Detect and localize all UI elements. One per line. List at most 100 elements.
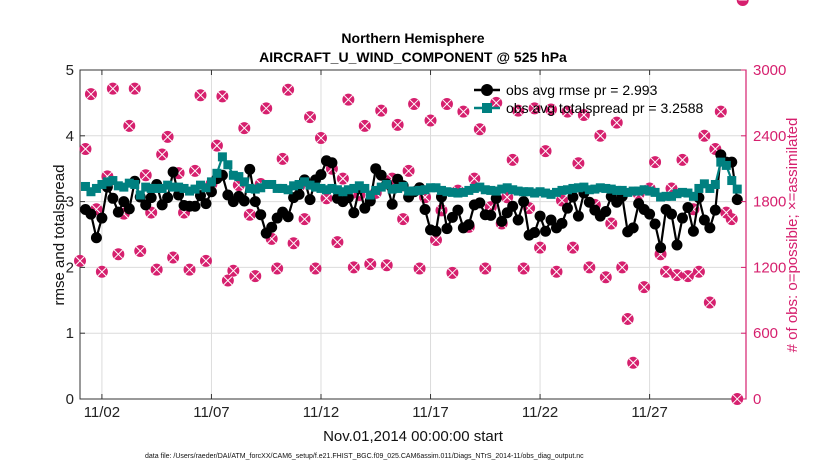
spread-point: [382, 179, 392, 189]
spread-point: [661, 191, 671, 201]
rmse-point: [238, 195, 250, 207]
spread-point: [541, 188, 551, 198]
obs-count-point: [473, 123, 486, 136]
obs-count-point: [199, 254, 212, 267]
rmse-point: [293, 188, 305, 200]
spread-point: [163, 180, 173, 190]
rmse-point: [704, 222, 716, 234]
obs-count-point: [676, 153, 689, 166]
obs-count-point: [660, 265, 673, 278]
spread-point: [606, 184, 616, 194]
y-tick-label: 3: [66, 194, 74, 211]
obs-count-point: [545, 103, 558, 116]
spread-point: [436, 185, 446, 195]
y2-tick-label: 600: [753, 325, 778, 342]
obs-count-point: [375, 104, 388, 117]
legend-label: obs avg totalspread pr = 3.2588: [506, 100, 704, 116]
spread-point: [688, 191, 698, 201]
rmse-point: [441, 223, 453, 235]
spread-point: [80, 181, 90, 191]
rmse-point: [644, 208, 656, 220]
spread-point: [316, 183, 326, 193]
obs-count-point: [539, 145, 552, 158]
obs-count-point: [145, 206, 158, 219]
spread-point: [376, 182, 386, 192]
obs-count-point: [512, 104, 525, 117]
x-tick-label: 11/12: [303, 404, 339, 421]
spread-point: [502, 183, 512, 193]
spread-point: [91, 183, 101, 193]
rmse-point: [496, 215, 508, 227]
y-tick-label: 1: [66, 325, 74, 342]
rmse-point: [430, 225, 442, 237]
spread-point: [113, 181, 123, 191]
rmse-point: [682, 202, 694, 214]
spread-point: [584, 185, 594, 195]
spread-point: [573, 183, 583, 193]
spread-point: [289, 181, 299, 191]
spread-point: [404, 186, 414, 196]
rmse-point: [731, 194, 743, 206]
rmse-point: [85, 208, 97, 220]
obs-count-point: [610, 116, 623, 129]
obs-count-point: [189, 164, 202, 177]
spread-point: [185, 186, 195, 196]
spread-point: [426, 183, 436, 193]
rmse-point: [162, 192, 174, 204]
spread-point: [245, 183, 255, 193]
obs-count-point: [183, 263, 196, 276]
rmse-point: [534, 210, 546, 222]
rmse-point: [249, 196, 261, 208]
obs-count-point: [638, 281, 651, 294]
spread-point: [453, 188, 463, 198]
obs-count-point: [490, 96, 503, 109]
obs-count-point: [139, 169, 152, 182]
spread-point: [321, 185, 331, 195]
rmse-point: [189, 200, 201, 212]
obs-count-point: [194, 89, 207, 102]
spread-point: [108, 176, 118, 186]
rmse-point: [676, 212, 688, 224]
x-tick-label: 11/22: [522, 404, 558, 421]
rmse-point: [627, 222, 639, 234]
spread-point: [705, 183, 715, 193]
spread-point: [645, 186, 655, 196]
obs-count-point: [282, 83, 295, 96]
spread-point: [431, 183, 441, 193]
rmse-point: [90, 232, 102, 244]
obs-count-point: [703, 296, 716, 309]
spread-point: [716, 157, 726, 167]
spread-point: [217, 152, 227, 162]
spread-point: [294, 179, 304, 189]
rmse-point: [545, 214, 557, 226]
obs-count-point: [599, 271, 612, 284]
rmse-point: [649, 218, 661, 230]
legend-entry-spread: obs avg totalspread pr = 3.2588: [474, 100, 704, 116]
spread-point: [519, 187, 529, 197]
spread-point: [267, 179, 277, 189]
y2-tick-label: 3000: [753, 62, 786, 79]
y2-axis-label: # of obs: o=possible; ×=assimilated: [784, 118, 801, 353]
obs-count-point: [468, 172, 481, 185]
x-tick-label: 11/27: [631, 404, 667, 421]
spread-point: [672, 189, 682, 199]
spread-point: [508, 185, 518, 195]
spread-point: [420, 185, 430, 195]
obs-count-point: [347, 261, 360, 274]
spread-point: [212, 168, 222, 178]
spread-point: [311, 182, 321, 192]
obs-count-point: [413, 262, 426, 275]
spread-point: [201, 183, 211, 193]
spread-point: [338, 187, 348, 197]
rmse-point: [419, 203, 431, 215]
y2-tick-label: 1800: [753, 194, 786, 211]
rmse-point: [304, 194, 316, 206]
obs-count-point: [84, 88, 97, 101]
obs-count-point: [271, 262, 284, 275]
spread-point: [387, 184, 397, 194]
rmse-point: [709, 204, 721, 216]
obs-count-point: [566, 241, 579, 254]
x-tick-label: 11/02: [84, 404, 120, 421]
rmse-point: [561, 202, 573, 214]
